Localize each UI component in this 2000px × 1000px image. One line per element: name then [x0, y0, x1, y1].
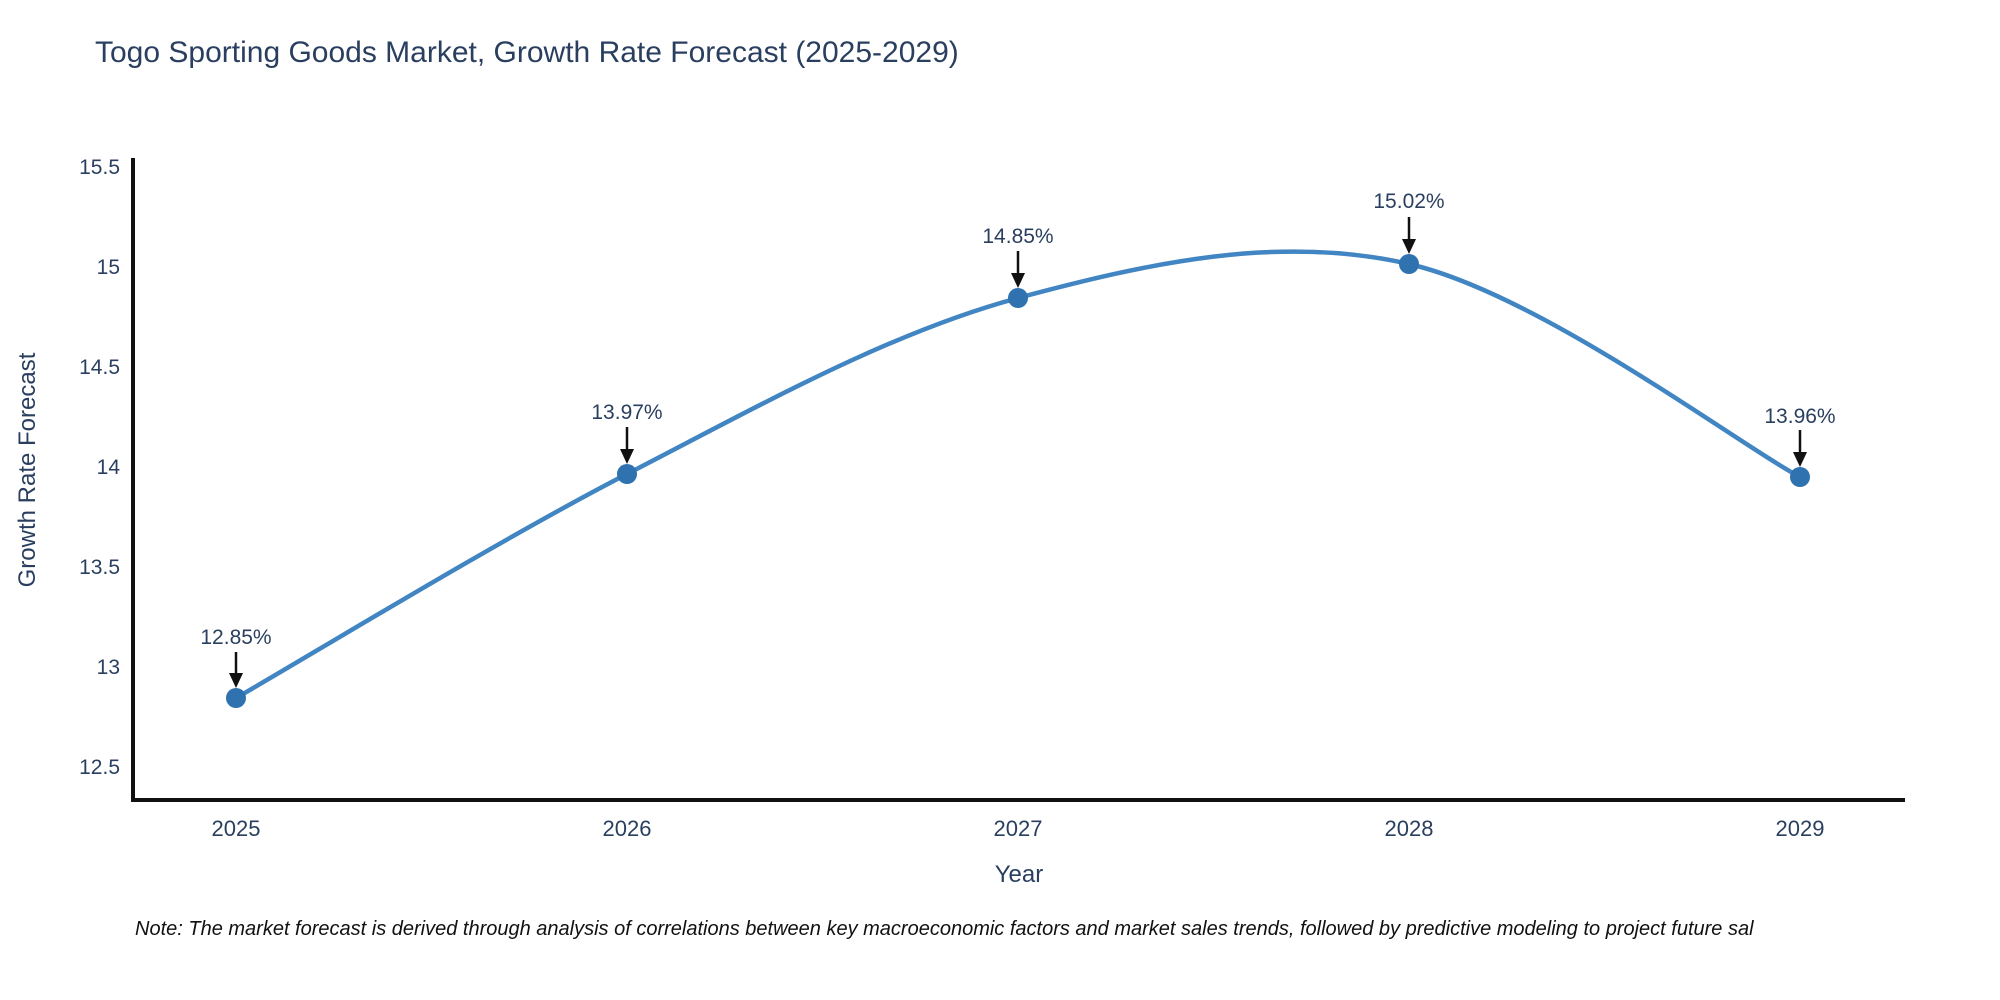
annotation-label-2027: 14.85% [982, 225, 1054, 248]
y-tick-label: 14 [96, 456, 120, 479]
annotation-arrow-2026 [620, 427, 634, 464]
x-tick-label: 2025 [211, 816, 261, 841]
x-tick-label: 2028 [1384, 816, 1434, 841]
chart-footnote: Note: The market forecast is derived thr… [135, 918, 1754, 940]
data-point-2029[interactable] [1790, 467, 1810, 487]
x-tick-label: 2029 [1775, 816, 1825, 841]
annotation-label-2028: 15.02% [1373, 190, 1445, 213]
annotation-arrow-2028 [1402, 217, 1416, 254]
annotation-arrow-2025 [229, 652, 243, 688]
annotation-label-2029: 13.96% [1764, 405, 1836, 428]
data-point-2027[interactable] [1008, 288, 1028, 308]
x-tick-label: 2027 [993, 816, 1043, 841]
x-axis-title: Year [994, 861, 1044, 888]
annotation-arrow-2029 [1793, 430, 1807, 467]
x-tick-label: 2026 [602, 816, 652, 841]
series-line [233, 249, 1803, 701]
data-point-2026[interactable] [617, 464, 637, 484]
y-tick-label: 14.5 [79, 356, 120, 379]
annotation-label-2026: 13.97% [591, 401, 663, 424]
data-point-2028[interactable] [1399, 254, 1419, 274]
annotation-arrow-2027 [1011, 251, 1025, 288]
chart-title: Togo Sporting Goods Market, Growth Rate … [95, 36, 959, 69]
y-axis-title: Growth Rate Forecast [14, 352, 41, 588]
annotation-label-2025: 12.85% [200, 626, 272, 649]
y-tick-label: 15.5 [79, 156, 120, 179]
y-tick-label: 15 [96, 256, 120, 279]
y-tick-label: 12.5 [79, 756, 120, 779]
y-tick-label: 13.5 [79, 556, 120, 579]
y-tick-label: 13 [96, 656, 120, 679]
data-point-2025[interactable] [226, 688, 246, 708]
